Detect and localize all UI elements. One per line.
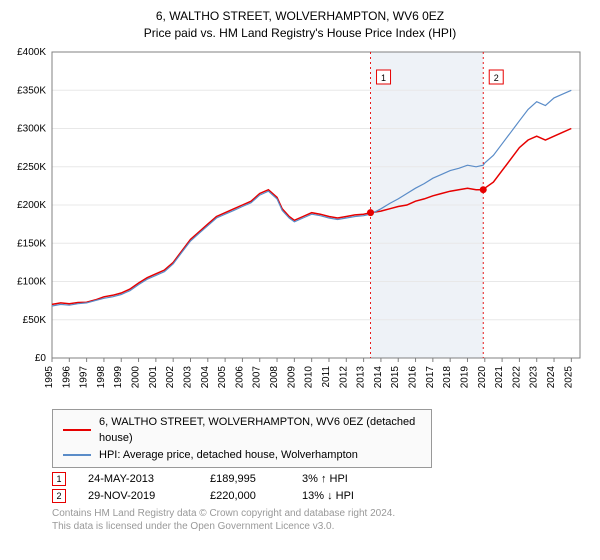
chart-container: 6, WALTHO STREET, WOLVERHAMPTON, WV6 0EZ… xyxy=(0,0,600,560)
svg-text:1: 1 xyxy=(381,73,386,83)
svg-text:2022: 2022 xyxy=(511,365,522,388)
svg-text:£300K: £300K xyxy=(17,123,46,134)
svg-text:2019: 2019 xyxy=(459,365,470,388)
sales-row: 1 24-MAY-2013 £189,995 3% ↑ HPI xyxy=(52,472,588,486)
svg-text:2012: 2012 xyxy=(338,365,349,388)
sales-marker-number: 1 xyxy=(52,472,66,486)
svg-text:£250K: £250K xyxy=(17,161,46,172)
svg-text:2016: 2016 xyxy=(408,365,419,388)
svg-text:2008: 2008 xyxy=(269,365,280,388)
svg-text:2007: 2007 xyxy=(252,365,263,388)
sales-table: 1 24-MAY-2013 £189,995 3% ↑ HPI 2 29-NOV-2019… xyxy=(52,472,588,503)
title-line-1: 6, WALTHO STREET, WOLVERHAMPTON, WV6 0EZ xyxy=(12,8,588,25)
legend-label: HPI: Average price, detached house, Wolv… xyxy=(99,447,358,464)
svg-text:£100K: £100K xyxy=(17,276,46,287)
footer-line-2: This data is licensed under the Open Gov… xyxy=(52,520,588,533)
title-block: 6, WALTHO STREET, WOLVERHAMPTON, WV6 0EZ… xyxy=(12,8,588,42)
svg-text:£0: £0 xyxy=(35,353,47,364)
svg-text:1999: 1999 xyxy=(113,365,124,388)
chart-svg: £0 £50K £100K £150K £200K £250K £300K £350K £400… xyxy=(12,48,588,403)
svg-text:£400K: £400K xyxy=(17,48,46,58)
chart-area: £0 £50K £100K £150K £200K £250K £300K £350K £400… xyxy=(12,48,588,403)
svg-text:2005: 2005 xyxy=(217,365,228,388)
sales-date: 29-NOV-2019 xyxy=(88,490,188,502)
svg-text:2015: 2015 xyxy=(390,365,401,388)
svg-text:2020: 2020 xyxy=(477,365,488,388)
legend-row: HPI: Average price, detached house, Wolv… xyxy=(63,447,421,464)
svg-text:2000: 2000 xyxy=(131,365,142,388)
sales-vs-hpi: 3% ↑ HPI xyxy=(302,473,392,485)
svg-text:2024: 2024 xyxy=(546,365,557,388)
legend-swatch xyxy=(63,454,91,456)
svg-text:1995: 1995 xyxy=(44,365,55,388)
svg-text:2013: 2013 xyxy=(356,365,367,388)
legend-swatch xyxy=(63,429,91,431)
svg-text:£150K: £150K xyxy=(17,238,46,249)
svg-text:2023: 2023 xyxy=(529,365,540,388)
chart-footer: Contains HM Land Registry data © Crown c… xyxy=(52,507,588,533)
svg-text:2011: 2011 xyxy=(321,365,332,387)
svg-text:2017: 2017 xyxy=(425,365,436,388)
svg-text:2010: 2010 xyxy=(304,365,315,388)
svg-text:2003: 2003 xyxy=(182,365,193,388)
svg-text:2004: 2004 xyxy=(200,365,211,388)
sales-vs-hpi: 13% ↓ HPI xyxy=(302,490,392,502)
legend-label: 6, WALTHO STREET, WOLVERHAMPTON, WV6 0EZ… xyxy=(99,414,421,447)
svg-text:2025: 2025 xyxy=(563,365,574,388)
svg-text:1997: 1997 xyxy=(79,365,90,388)
svg-text:2006: 2006 xyxy=(234,365,245,388)
svg-text:2: 2 xyxy=(494,73,499,83)
legend-box: 6, WALTHO STREET, WOLVERHAMPTON, WV6 0EZ… xyxy=(52,409,432,469)
svg-text:1996: 1996 xyxy=(61,365,72,388)
svg-text:2014: 2014 xyxy=(373,365,384,388)
footer-line-1: Contains HM Land Registry data © Crown c… xyxy=(52,507,588,520)
sales-price: £220,000 xyxy=(210,490,280,502)
svg-text:1998: 1998 xyxy=(96,365,107,388)
sales-price: £189,995 xyxy=(210,473,280,485)
svg-text:2001: 2001 xyxy=(148,365,159,388)
sales-row: 2 29-NOV-2019 £220,000 13% ↓ HPI xyxy=(52,489,588,503)
sales-marker-number: 2 xyxy=(52,489,66,503)
legend-row: 6, WALTHO STREET, WOLVERHAMPTON, WV6 0EZ… xyxy=(63,414,421,447)
svg-text:£50K: £50K xyxy=(23,314,47,325)
svg-text:£350K: £350K xyxy=(17,85,46,96)
sales-date: 24-MAY-2013 xyxy=(88,473,188,485)
svg-text:2009: 2009 xyxy=(286,365,297,388)
svg-text:£200K: £200K xyxy=(17,200,46,211)
title-line-2: Price paid vs. HM Land Registry's House … xyxy=(12,25,588,42)
svg-text:2021: 2021 xyxy=(494,365,505,388)
svg-text:2002: 2002 xyxy=(165,365,176,388)
svg-text:2018: 2018 xyxy=(442,365,453,388)
